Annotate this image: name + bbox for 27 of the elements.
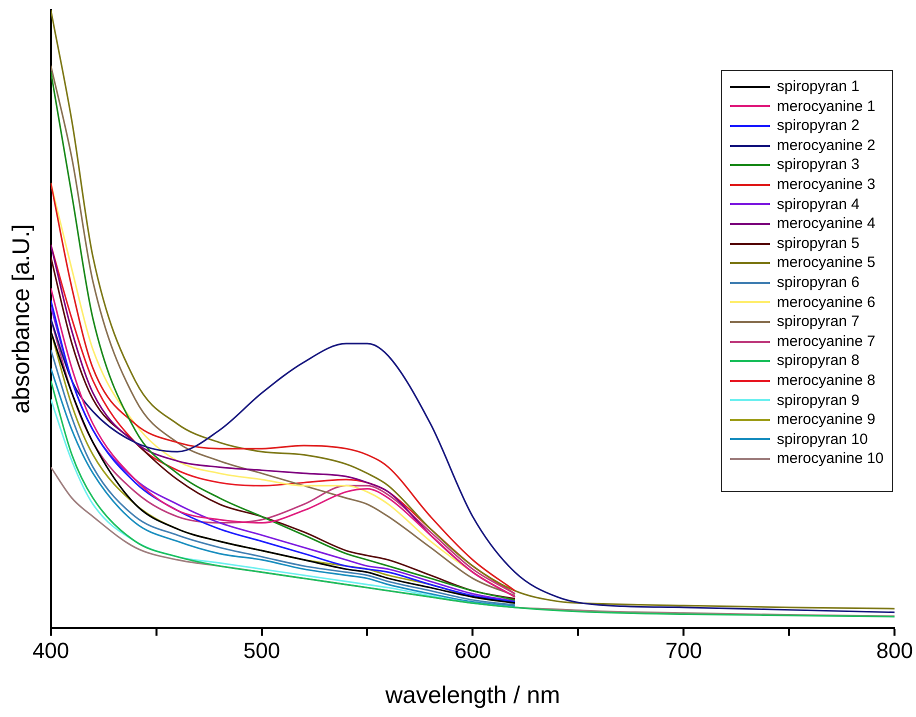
- legend-label: spiropyran 2: [776, 116, 860, 136]
- legend-label: merocyanine 8: [776, 370, 876, 390]
- legend-label: merocyanine 10: [776, 449, 884, 469]
- legend-label: spiropyran 7: [776, 312, 860, 332]
- x-tick-label: 500: [243, 638, 280, 664]
- legend-label: spiropyran 6: [776, 272, 860, 293]
- legend-label: spiropyran 3: [776, 155, 860, 175]
- legend-label: merocyanine 4: [776, 214, 876, 234]
- x-axis-title: wavelength / nm: [384, 682, 560, 710]
- legend-label: merocyanine 9: [776, 410, 876, 430]
- legend-label: merocyanine 6: [776, 292, 876, 312]
- legend-label: merocyanine 7: [776, 332, 876, 352]
- legend-label: merocyanine 1: [776, 96, 876, 116]
- x-tick-label: 800: [876, 638, 914, 664]
- y-axis-title: absorbance [a.U.]: [8, 224, 36, 414]
- legend-label: spiropyran 10: [776, 430, 868, 450]
- x-tick-label: 700: [665, 638, 702, 664]
- legend-label: merocyanine 2: [776, 136, 876, 156]
- legend-label: spiropyran 9: [776, 390, 860, 410]
- legend-label: spiropyran 4: [776, 194, 860, 214]
- legend-label: merocyanine 5: [776, 253, 876, 273]
- x-tick-label: 400: [32, 638, 70, 664]
- legend-label: merocyanine 3: [776, 174, 876, 195]
- x-tick-label: 600: [454, 638, 492, 664]
- legend-label: spiropyran 1: [776, 77, 860, 97]
- legend-label: spiropyran 5: [776, 234, 860, 254]
- legend-label: spiropyran 8: [776, 351, 860, 371]
